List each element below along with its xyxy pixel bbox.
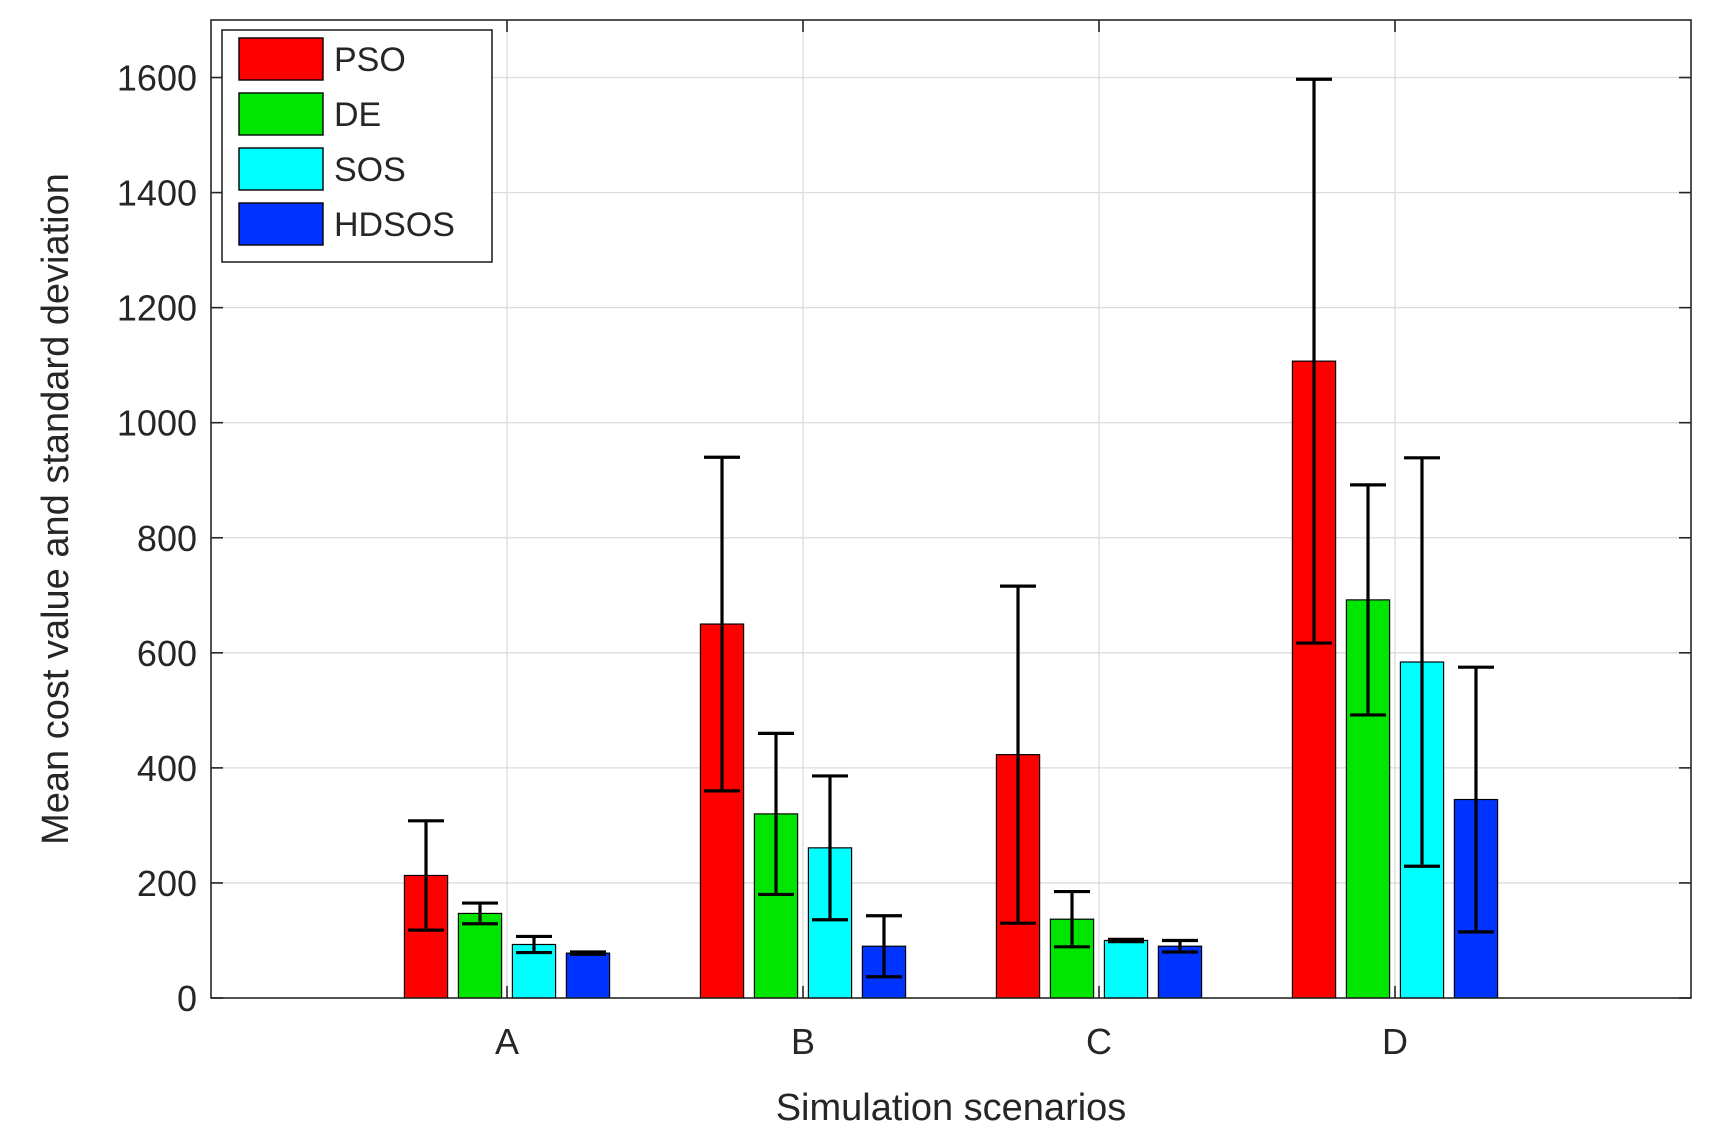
y-axis-label: Mean cost value and standard deviation xyxy=(35,173,77,845)
y-tick-label: 1600 xyxy=(117,58,197,99)
error-bar-de-a xyxy=(462,901,499,926)
bar-sos-c xyxy=(1103,939,1149,999)
axis-ticks: 0 200 400 600 800 1000 1200 1400 1600 A B C D xyxy=(117,20,1691,1062)
error-bar-hdsos-a xyxy=(569,950,606,956)
legend-swatch-hdsos xyxy=(238,202,324,246)
bar-hdsos-a xyxy=(565,952,611,999)
y-tick-label: 400 xyxy=(137,748,197,789)
error-bar-hdsos-d xyxy=(1457,665,1494,934)
error-bars xyxy=(408,77,1494,979)
x-tick-label: D xyxy=(1382,1021,1408,1062)
error-bar-sos-a xyxy=(515,934,552,955)
error-bar-hdsos-c xyxy=(1161,938,1198,954)
x-tick-label: C xyxy=(1086,1021,1112,1062)
y-tick-label: 200 xyxy=(137,863,197,904)
bar-de-a xyxy=(457,912,503,999)
error-bar-de-d xyxy=(1350,483,1387,717)
error-bar-pso-c xyxy=(1000,584,1037,925)
error-bar-sos-b xyxy=(811,774,848,922)
error-bar-de-b xyxy=(758,731,795,897)
x-tick-label: A xyxy=(495,1021,519,1062)
y-tick-label: 1000 xyxy=(117,403,197,444)
bar-hdsos-c xyxy=(1157,945,1203,999)
legend-swatch-sos xyxy=(238,147,324,191)
error-bar-sos-d xyxy=(1403,456,1440,868)
y-tick-label: 0 xyxy=(177,978,197,1019)
error-bar-pso-d xyxy=(1296,77,1333,645)
legend-label-pso: PSO xyxy=(334,41,406,79)
legend: PSO DE SOS HDSOS xyxy=(221,29,493,263)
plot-frame xyxy=(210,19,1692,999)
error-bar-pso-b xyxy=(704,455,741,793)
y-tick-label: 600 xyxy=(137,633,197,674)
legend-label-hdsos: HDSOS xyxy=(334,206,455,244)
x-tick-label: B xyxy=(791,1021,815,1062)
x-axis-label: Simulation scenarios xyxy=(776,1087,1127,1129)
legend-swatch-pso xyxy=(238,37,324,81)
y-tick-label: 800 xyxy=(137,518,197,559)
legend-label-de: DE xyxy=(334,96,381,134)
y-tick-label: 1200 xyxy=(117,288,197,329)
y-tick-label: 1400 xyxy=(117,173,197,214)
bar-sos-b xyxy=(807,847,853,999)
error-bar-de-c xyxy=(1054,889,1091,949)
error-bar-sos-c xyxy=(1107,937,1144,944)
legend-label-sos: SOS xyxy=(334,151,406,189)
error-bar-pso-a xyxy=(408,819,445,932)
legend-swatch-de xyxy=(238,92,324,136)
error-bar-hdsos-b xyxy=(865,914,902,979)
